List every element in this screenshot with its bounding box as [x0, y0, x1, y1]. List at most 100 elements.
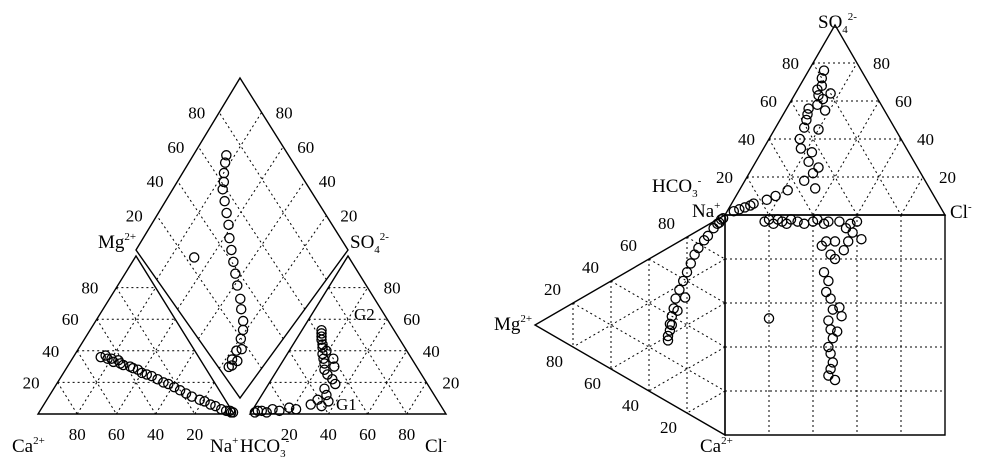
durov-square-point [820, 286, 832, 298]
diamond-point [224, 232, 235, 244]
diamond-tick-left: 60 [167, 138, 184, 157]
durov-anion-point [801, 114, 812, 126]
durov-anion-point [782, 185, 793, 196]
durov-cation-grid-line [686, 390, 726, 414]
durov-cation-point [714, 217, 725, 228]
durov-anion-grid-line [812, 62, 902, 216]
durov-cation-point [679, 292, 691, 303]
diamond-point [226, 354, 238, 365]
durov-anion-point [809, 183, 821, 194]
anion-grid-line [327, 318, 388, 415]
anion-tick-cl: 80 [398, 425, 415, 444]
cation-point [168, 381, 180, 393]
durov-anion-point [798, 175, 810, 187]
piper-label-ca: Ca2+ [12, 435, 45, 457]
durov-square-point [831, 326, 843, 337]
cation-point [146, 370, 157, 382]
anion-tick-cl: 60 [359, 425, 376, 444]
anion-point [321, 345, 332, 357]
durov-anion-tick-right: 20 [939, 168, 956, 187]
cation-point [174, 385, 186, 396]
durov-anion-point [803, 103, 814, 114]
anion-point [328, 353, 339, 364]
cation-point [220, 405, 232, 417]
durov-ion-labels: SO42- HCO3- Cl- Na+ Mg2+ Ca2+ [494, 11, 972, 457]
durov-cation-tick-lower: 20 [660, 418, 677, 437]
durov-square [724, 214, 946, 436]
piper-label-mg: Mg2+ [98, 231, 136, 253]
durov-anion-tick-left: 60 [760, 92, 777, 111]
durov-anion-grid-line [900, 176, 924, 216]
diamond-point [219, 195, 230, 207]
durov-anion-point [795, 143, 807, 154]
diamond-tick-left: 80 [188, 103, 205, 122]
diamond-grid-line [156, 215, 263, 369]
durov-anion-point [803, 156, 814, 168]
cation-point [210, 400, 221, 412]
anion-grid-line [367, 350, 408, 415]
durov-cation-point [672, 305, 683, 316]
durov-anion-point [761, 194, 773, 206]
anion-tick-so4: 80 [384, 279, 401, 298]
durov-cation-point [666, 319, 678, 331]
diamond-point [221, 207, 232, 219]
durov-square-point [829, 374, 841, 386]
durov-square-point [851, 216, 863, 227]
durov-label-cl: Cl- [950, 201, 972, 223]
diamond-tick-right: 40 [319, 172, 336, 191]
diamond-tick-right: 80 [276, 103, 293, 122]
anion-grid-line [308, 318, 369, 415]
cation-grid-line [115, 318, 176, 415]
durov-cation-point [698, 235, 710, 246]
group-label-g2: G2 [354, 305, 375, 324]
piper-grid [57, 112, 427, 415]
durov-cation-point [681, 266, 693, 278]
anion-tick-so4: 40 [423, 342, 440, 361]
diamond-grid-line [218, 215, 327, 369]
anion-point [323, 396, 334, 407]
durov-square-point [823, 216, 834, 227]
durov-cation-tick-upper: 40 [582, 258, 599, 277]
cation-point [152, 373, 163, 385]
durov-label-so4: SO42- [818, 11, 857, 36]
cation-point [127, 362, 139, 374]
durov-anion-point [770, 190, 781, 202]
cation-grid-line [57, 382, 78, 415]
cation-tick-mg: 20 [23, 373, 40, 392]
diamond-point [232, 355, 243, 367]
cation-point [108, 356, 119, 368]
cation-point [180, 388, 192, 399]
cation-grid-line [96, 318, 157, 415]
durov-cation-tick-lower: 40 [622, 396, 639, 415]
diamond-tick-left: 40 [147, 172, 164, 191]
diamond-point [217, 184, 228, 195]
durov-square-point [838, 244, 850, 256]
cation-point [102, 353, 113, 364]
group-label-g1: G1 [336, 395, 357, 414]
diamond-point [231, 345, 242, 356]
durov-points [662, 65, 867, 386]
diamond [135, 76, 349, 400]
cation-tick-ca: 80 [69, 425, 86, 444]
cation-tick-ca: 20 [186, 425, 203, 444]
durov-square-point [829, 236, 841, 247]
durov-square-point [825, 249, 836, 260]
durov-square-point [823, 275, 834, 287]
piper-label-so4: SO42- [350, 231, 389, 256]
cation-point [118, 359, 129, 371]
piper-label-cl: Cl- [425, 435, 447, 457]
anion-tick-cl: 40 [320, 425, 337, 444]
diamond-grid-line [197, 180, 306, 340]
anion-point [319, 383, 330, 394]
durov-label-na: Na+ [692, 200, 720, 222]
durov-square-point [836, 310, 847, 322]
durov-anion-tick-left: 40 [738, 130, 755, 149]
durov-anion-point [816, 72, 828, 84]
durov-square-point [763, 313, 775, 324]
diamond-point [235, 293, 246, 305]
anion-tick-so4: 60 [403, 310, 420, 329]
cation-point [136, 367, 148, 379]
durov-anion-point [794, 133, 806, 145]
anion-point [261, 407, 272, 418]
